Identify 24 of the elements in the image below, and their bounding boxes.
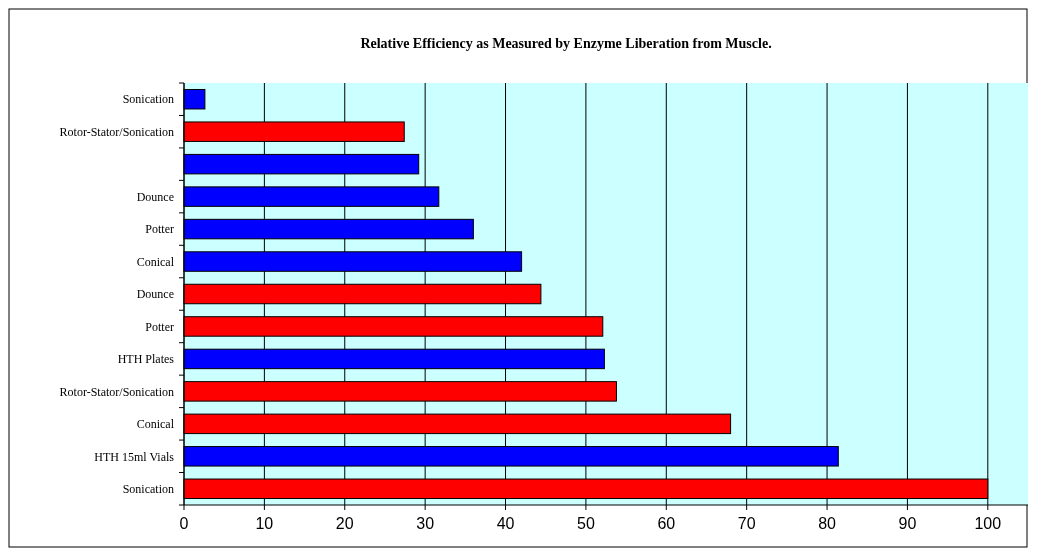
y-tick-label: Potter — [145, 222, 174, 237]
y-tick-label: Sonication — [122, 92, 174, 107]
x-tick-label: 80 — [818, 515, 837, 532]
x-tick-label: 20 — [335, 515, 354, 532]
y-tick-label: Dounce — [136, 189, 174, 204]
x-tick-label: 70 — [737, 515, 756, 532]
y-tick-label: Conical — [136, 254, 175, 269]
y-tick-label: Rotor-Stator/Sonication — [59, 384, 174, 399]
y-tick-label: Rotor-Stator/Sonication — [59, 124, 174, 139]
x-tick-label: 50 — [577, 515, 595, 532]
y-tick-label: Potter — [145, 319, 174, 334]
y-tick-label: HTH Plates — [117, 352, 175, 367]
x-tick-label: 40 — [496, 515, 515, 532]
y-tick-label: HTH 15ml Vials — [94, 449, 175, 464]
x-tick-label: 10 — [255, 515, 274, 532]
x-tick-label: 0 — [179, 515, 189, 532]
y-tick-label: Conical — [136, 417, 175, 432]
y-tick-label: Dounce — [136, 287, 174, 302]
x-tick-label: 100 — [974, 515, 1002, 532]
x-tick-label: 60 — [657, 515, 676, 532]
x-tick-label: 90 — [898, 515, 917, 532]
y-tick-label: Sonication — [122, 481, 174, 496]
chart-title: Relative Efficiency as Measured by Enzyme Liberation from Muscle. — [360, 36, 772, 51]
x-tick-label: 30 — [416, 515, 435, 532]
